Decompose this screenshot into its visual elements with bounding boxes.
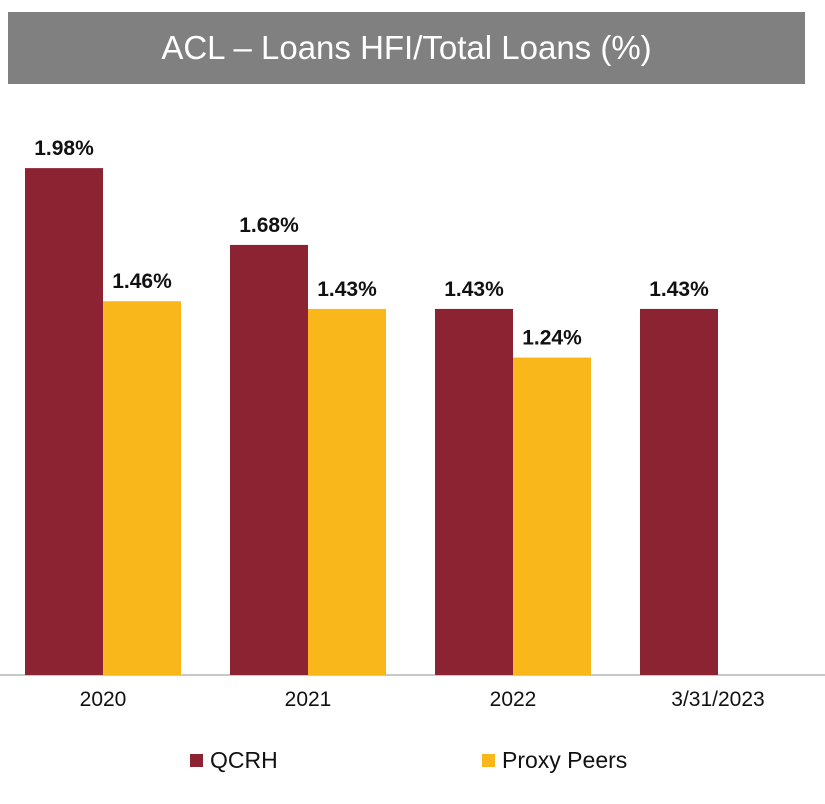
bar-qcrh-2021 — [230, 244, 308, 676]
bar-proxy-peers-2020 — [103, 301, 181, 675]
bar-qcrh-2020 — [25, 168, 103, 675]
data-label: 1.68% — [239, 214, 299, 237]
chart-title: ACL – Loans HFI/Total Loans (%) — [161, 29, 652, 66]
legend-swatch — [482, 754, 495, 767]
data-label: 1.24% — [522, 327, 582, 350]
x-tick-label: 3/31/2023 — [671, 688, 764, 711]
bar-qcrh-3-31-2023 — [640, 308, 718, 675]
chart-title-bar: ACL – Loans HFI/Total Loans (%) — [8, 12, 805, 84]
data-label: 1.43% — [649, 278, 709, 301]
bar-proxy-peers-2021 — [308, 308, 386, 675]
bar-qcrh-2022 — [435, 308, 513, 675]
legend-swatch — [190, 754, 203, 767]
data-label: 1.98% — [34, 137, 94, 160]
data-label: 1.46% — [112, 270, 172, 293]
x-tick-label: 2020 — [80, 688, 127, 711]
legend-label: QCRH — [210, 747, 278, 773]
legend-label: Proxy Peers — [502, 747, 627, 773]
data-label: 1.43% — [444, 278, 504, 301]
x-tick-label: 2022 — [490, 688, 537, 711]
x-tick-label: 2021 — [285, 688, 332, 711]
data-label: 1.43% — [317, 278, 377, 301]
bar-proxy-peers-2022 — [513, 357, 591, 675]
